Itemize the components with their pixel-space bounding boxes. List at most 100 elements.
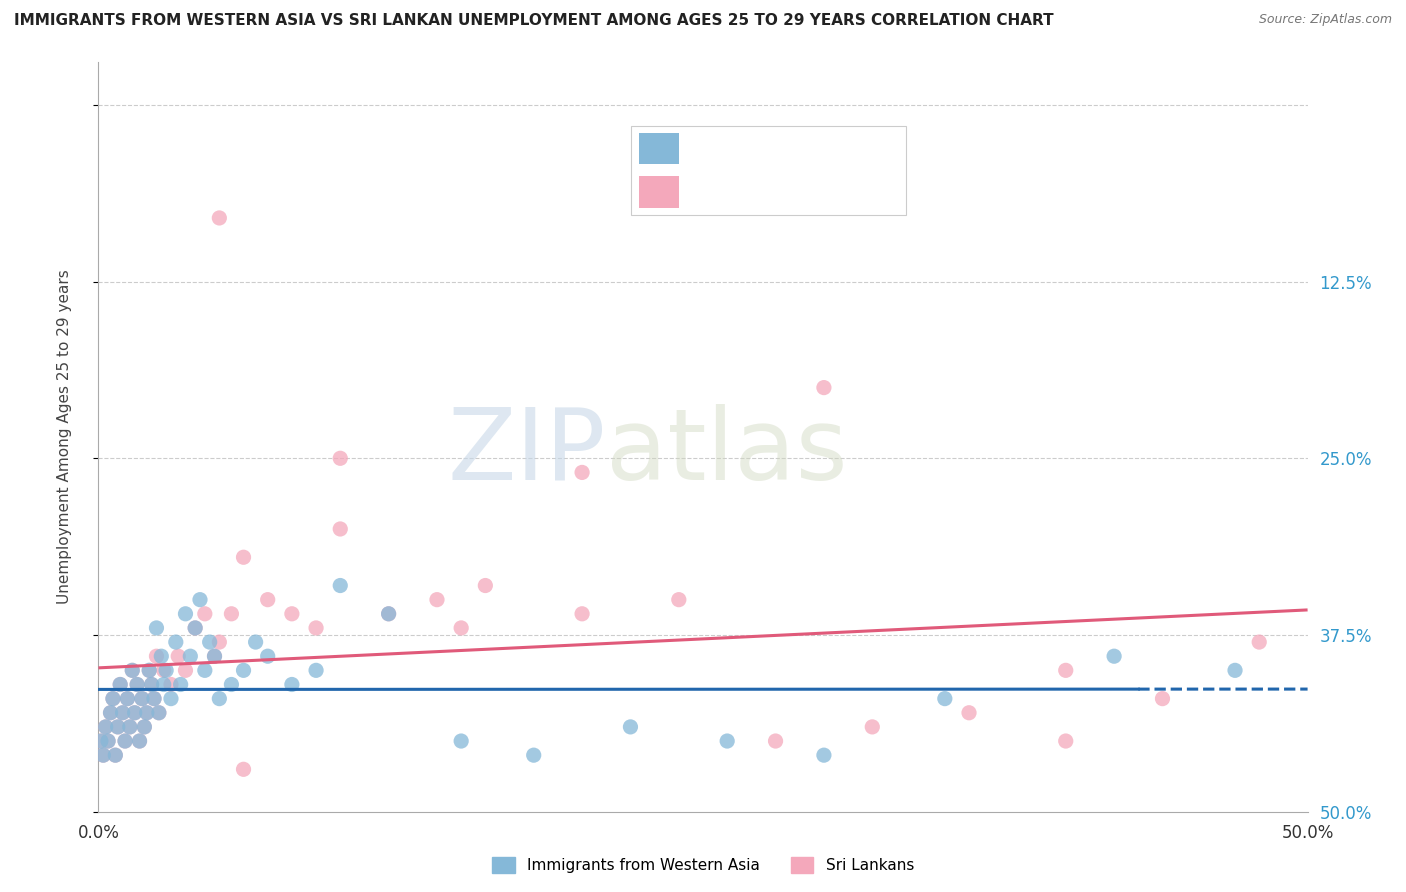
Point xyxy=(148,706,170,720)
Point xyxy=(208,635,231,649)
Point xyxy=(104,748,127,763)
Point xyxy=(668,592,690,607)
Point xyxy=(150,649,173,664)
Point xyxy=(523,748,546,763)
Point xyxy=(117,691,139,706)
FancyBboxPatch shape xyxy=(640,133,679,164)
Point xyxy=(281,607,304,621)
Point xyxy=(138,664,160,678)
Point xyxy=(107,720,129,734)
Point xyxy=(305,664,328,678)
Point xyxy=(208,211,231,225)
Point xyxy=(160,691,183,706)
Point xyxy=(128,734,150,748)
Point xyxy=(94,720,117,734)
Point xyxy=(194,664,217,678)
Point xyxy=(174,607,197,621)
FancyBboxPatch shape xyxy=(631,126,905,215)
Point xyxy=(118,720,141,734)
Point xyxy=(329,451,352,466)
Point xyxy=(450,734,472,748)
Point xyxy=(100,706,122,720)
Point xyxy=(474,578,496,592)
Text: 57: 57 xyxy=(813,185,834,200)
Point xyxy=(121,664,143,678)
Point xyxy=(97,734,120,748)
Point xyxy=(329,522,352,536)
Point xyxy=(1249,635,1271,649)
Point xyxy=(91,748,114,763)
Point xyxy=(1102,649,1125,664)
Point xyxy=(114,734,136,748)
Point xyxy=(169,677,191,691)
Point xyxy=(90,734,112,748)
Point xyxy=(104,748,127,763)
Point xyxy=(1223,664,1246,678)
Point xyxy=(198,635,221,649)
Point xyxy=(118,720,141,734)
Text: ZIP: ZIP xyxy=(449,403,606,500)
Text: 0.060: 0.060 xyxy=(721,185,769,200)
Point xyxy=(143,691,166,706)
Text: R =: R = xyxy=(690,185,724,200)
FancyBboxPatch shape xyxy=(640,176,679,208)
Point xyxy=(114,734,136,748)
Point xyxy=(174,664,197,678)
Point xyxy=(167,649,190,664)
Point xyxy=(111,706,134,720)
Point xyxy=(141,677,163,691)
Point xyxy=(143,691,166,706)
Point xyxy=(377,607,399,621)
Text: N =: N = xyxy=(775,141,808,156)
Point xyxy=(188,592,211,607)
Point xyxy=(571,466,593,480)
Point xyxy=(256,649,278,664)
Point xyxy=(1054,664,1077,678)
Point xyxy=(619,720,641,734)
Point xyxy=(165,635,187,649)
Point xyxy=(127,677,149,691)
Point xyxy=(160,677,183,691)
Point xyxy=(426,592,449,607)
Point xyxy=(101,691,124,706)
Point xyxy=(765,734,787,748)
Point xyxy=(124,706,146,720)
Point xyxy=(232,550,254,565)
Point xyxy=(131,691,153,706)
Point xyxy=(221,677,243,691)
Point xyxy=(152,677,174,691)
Point xyxy=(135,706,157,720)
Point xyxy=(305,621,328,635)
Text: Source: ZipAtlas.com: Source: ZipAtlas.com xyxy=(1258,13,1392,27)
Point xyxy=(184,621,207,635)
Point xyxy=(108,677,131,691)
Point xyxy=(152,664,174,678)
Point xyxy=(124,706,146,720)
Point xyxy=(329,578,352,592)
Point xyxy=(145,621,167,635)
Point xyxy=(108,677,131,691)
Point xyxy=(100,706,122,720)
Point xyxy=(204,649,226,664)
Point xyxy=(121,664,143,678)
Point xyxy=(232,762,254,776)
Text: IMMIGRANTS FROM WESTERN ASIA VS SRI LANKAN UNEMPLOYMENT AMONG AGES 25 TO 29 YEAR: IMMIGRANTS FROM WESTERN ASIA VS SRI LANK… xyxy=(14,13,1053,29)
Point xyxy=(134,720,156,734)
Point xyxy=(127,677,149,691)
Point xyxy=(184,621,207,635)
Text: 55: 55 xyxy=(813,141,834,156)
Point xyxy=(194,607,217,621)
Point xyxy=(860,720,883,734)
Point xyxy=(134,720,156,734)
Text: 0.120: 0.120 xyxy=(721,141,769,156)
Point xyxy=(1152,691,1174,706)
Point xyxy=(813,381,835,395)
Point xyxy=(571,607,593,621)
Point xyxy=(1054,734,1077,748)
Point xyxy=(128,734,150,748)
Point xyxy=(91,748,114,763)
Point xyxy=(281,677,304,691)
Point xyxy=(221,607,243,621)
Point xyxy=(97,734,120,748)
Point xyxy=(450,621,472,635)
